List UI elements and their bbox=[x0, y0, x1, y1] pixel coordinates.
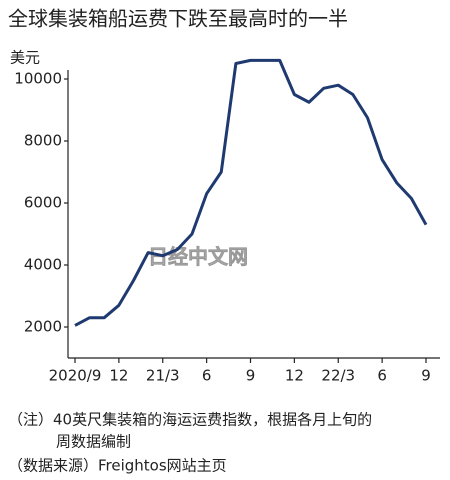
x-tick-label: 9 bbox=[421, 367, 431, 385]
x-tick-label: 21/3 bbox=[146, 367, 180, 385]
y-tick-label: 6000 bbox=[24, 194, 62, 212]
watermark: 日经中文网 bbox=[148, 245, 248, 269]
x-tick-label: 9 bbox=[246, 367, 256, 385]
line bbox=[74, 58, 428, 327]
note: 周数据编制 bbox=[56, 433, 131, 451]
y-tick-label: 10000 bbox=[14, 70, 62, 88]
x-tick-label: 22/3 bbox=[321, 367, 355, 385]
source: （数据来源）Freightos网站主页 bbox=[8, 457, 227, 475]
x-tick-label: 12 bbox=[109, 367, 128, 385]
x-tick-label: 12 bbox=[285, 367, 304, 385]
x-tick-label: 2020/9 bbox=[49, 367, 102, 385]
y-tick-label: 8000 bbox=[24, 132, 62, 150]
y-tick-label: 4000 bbox=[24, 256, 62, 274]
y-unit: 美元 bbox=[10, 49, 40, 67]
y-tick-label: 2000 bbox=[24, 318, 62, 336]
x-tick-label: 6 bbox=[377, 367, 387, 385]
x-tick-label: 6 bbox=[202, 367, 212, 385]
chart-title: 全球集装箱船运费下跌至最高时的一半 bbox=[8, 7, 348, 31]
note: （注）40英尺集装箱的海运运费指数，根据各月上旬的 bbox=[8, 411, 372, 429]
